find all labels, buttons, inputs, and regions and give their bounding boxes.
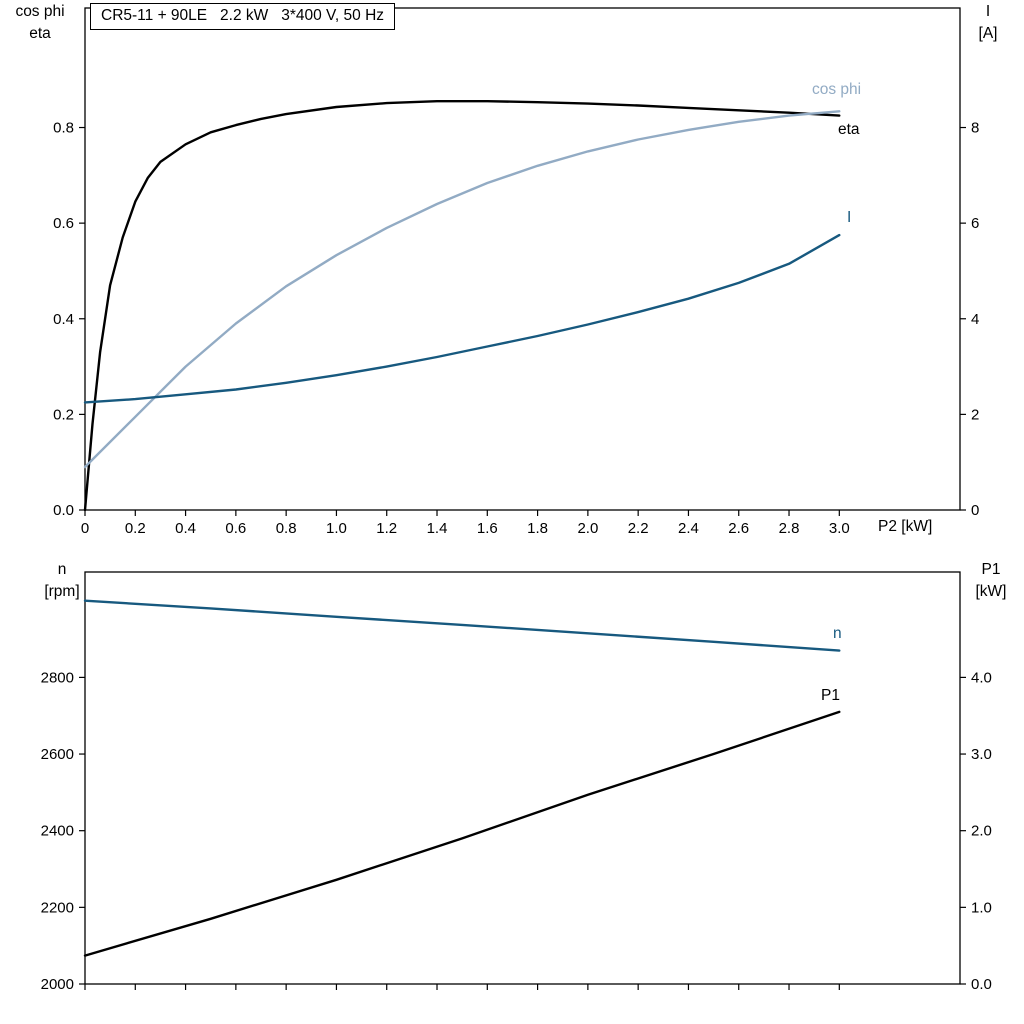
x-tick-label: 0.2 xyxy=(125,520,146,537)
x-tick-label: 0.4 xyxy=(175,520,196,537)
left-tick-label: 0.2 xyxy=(53,406,74,423)
bottom-left-axis-label-n: n xyxy=(57,561,67,578)
x-tick-label: 1.6 xyxy=(477,520,498,537)
left-tick-label: 2000 xyxy=(41,976,74,993)
series-cos-phi xyxy=(83,110,841,469)
right-tick-label: 3.0 xyxy=(971,746,992,763)
x-tick-label: 1.4 xyxy=(427,520,448,537)
curve-label-current: I xyxy=(847,209,852,226)
bottom-right-axis-unit-kw: [kW] xyxy=(975,583,1007,600)
x-tick-label: 2.6 xyxy=(728,520,749,537)
x-tick-label: 2.4 xyxy=(678,520,699,537)
top-left-axis-label-eta: eta xyxy=(29,25,51,42)
x-tick-label: 0.6 xyxy=(225,520,246,537)
x-tick-label: 2.2 xyxy=(628,520,649,537)
curve-label-cos-phi: cos phi xyxy=(812,81,862,98)
bottom-left-axis-unit-rpm: [rpm] xyxy=(44,583,80,600)
curve-label-eta: eta xyxy=(838,121,860,138)
left-tick-label: 2600 xyxy=(41,746,74,763)
x-tick-label: 1.2 xyxy=(376,520,397,537)
curve-label-power: P1 xyxy=(821,687,840,704)
bottom-right-axis-label-p1: P1 xyxy=(981,561,1001,578)
left-tick-label: 2800 xyxy=(41,669,74,686)
left-tick-label: 2200 xyxy=(41,899,74,916)
x-tick-label: 2.8 xyxy=(779,520,800,537)
right-tick-label: 4 xyxy=(971,311,979,328)
x-tick-label: 1.0 xyxy=(326,520,347,537)
x-tick-label: 3.0 xyxy=(829,520,850,537)
top-right-axis-label-current: I xyxy=(985,3,991,20)
right-tick-label: 1.0 xyxy=(971,899,992,916)
right-tick-label: 6 xyxy=(971,215,979,232)
left-tick-label: 0.6 xyxy=(53,215,74,232)
right-tick-label: 0.0 xyxy=(971,976,992,993)
left-tick-label: 2400 xyxy=(41,823,74,840)
right-tick-label: 2 xyxy=(971,406,979,423)
top-left-axis-label-cosphi: cos phi xyxy=(15,3,65,20)
left-tick-label: 0.0 xyxy=(53,502,74,519)
x-tick-label: 0 xyxy=(81,520,89,537)
chart-title: CR5-11 + 90LE 2.2 kW 3*400 V, 50 Hz xyxy=(90,3,396,30)
right-tick-label: 2.0 xyxy=(971,823,992,840)
right-tick-label: 8 xyxy=(971,120,979,137)
left-tick-label: 0.8 xyxy=(53,120,74,137)
plot-frame-0 xyxy=(84,7,961,511)
x-axis-label-p2: P2 [kW] xyxy=(878,518,933,535)
right-tick-label: 4.0 xyxy=(971,669,992,686)
left-tick-label: 0.4 xyxy=(53,311,74,328)
series-speed xyxy=(83,599,841,652)
curve-label-speed: n xyxy=(833,625,842,642)
x-tick-label: 1.8 xyxy=(527,520,548,537)
series-eta xyxy=(83,99,841,512)
series-power-p1 xyxy=(83,710,841,957)
series-current xyxy=(83,233,841,404)
top-right-axis-unit-amps: [A] xyxy=(978,25,998,42)
right-tick-label: 0 xyxy=(971,502,979,519)
x-tick-label: 0.8 xyxy=(276,520,297,537)
x-tick-label: 2.0 xyxy=(577,520,598,537)
plot-frame-1 xyxy=(84,571,961,985)
